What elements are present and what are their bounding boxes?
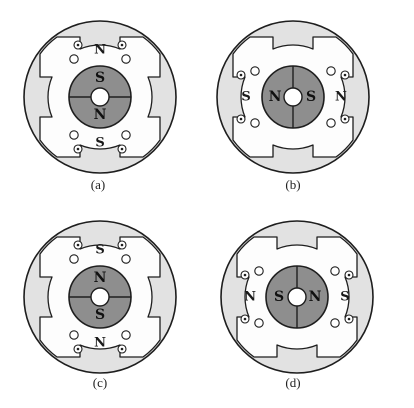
rotor-shaft bbox=[287, 287, 307, 307]
motor-panel-b: S N N S bbox=[216, 20, 370, 174]
rotor-pole-label-left: S bbox=[274, 289, 284, 305]
rotor-pole-label-left: N bbox=[269, 89, 282, 105]
stator-pole-label-right: N bbox=[335, 90, 347, 105]
stator-pole-label-top: S bbox=[95, 243, 104, 258]
caption-c: (c) bbox=[93, 375, 107, 390]
motor-panel-d: N S S N bbox=[220, 220, 374, 374]
rotor-pole-label-bottom: N bbox=[94, 107, 107, 123]
motor-panel-a: N S S N bbox=[23, 20, 177, 174]
rotor-shaft bbox=[90, 87, 110, 107]
rotor-pole-label-top: S bbox=[95, 70, 105, 86]
stator-pole-label-bottom: N bbox=[94, 336, 106, 351]
stator-pole-label-left: S bbox=[241, 90, 250, 105]
caption-d: (d) bbox=[285, 375, 300, 390]
caption-a: (a) bbox=[91, 177, 105, 192]
stator-pole-label-right: S bbox=[340, 290, 349, 305]
rotor-pole-label-right: S bbox=[306, 89, 316, 105]
rotor-pole-label-bottom: S bbox=[95, 307, 105, 323]
stator-pole-label-bottom: S bbox=[95, 136, 104, 151]
rotor-pole-label-top: N bbox=[94, 270, 107, 286]
caption-b: (b) bbox=[285, 177, 300, 192]
motor-panel-c: S N N S bbox=[23, 220, 177, 374]
stator-pole-label-top: N bbox=[94, 43, 106, 58]
rotor-pole-label-right: N bbox=[309, 289, 322, 305]
rotor-shaft bbox=[90, 287, 110, 307]
rotor-shaft bbox=[283, 87, 303, 107]
stator-pole-label-left: N bbox=[244, 290, 256, 305]
